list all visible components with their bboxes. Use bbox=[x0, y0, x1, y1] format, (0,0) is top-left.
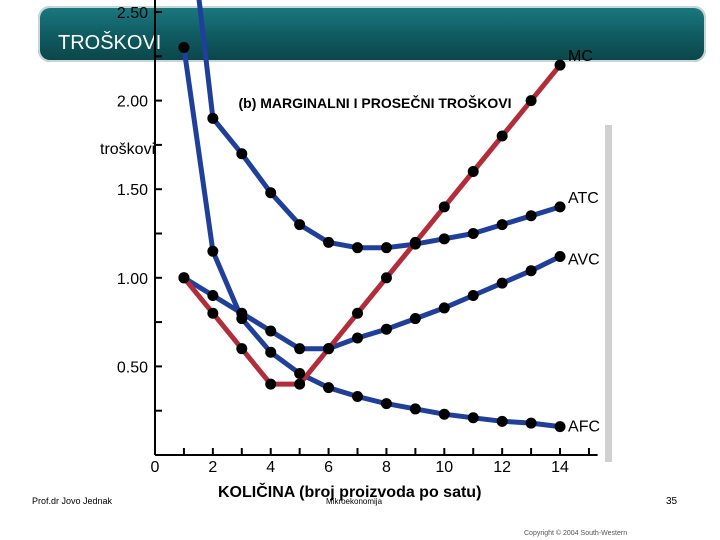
avc-label: AVC bbox=[568, 252, 600, 269]
afc-point bbox=[525, 417, 537, 429]
atc-point bbox=[265, 187, 277, 199]
x-axis-label: KOLIČINA (broj proizvoda po satu) bbox=[218, 484, 482, 501]
mc-point bbox=[207, 307, 219, 319]
x-tick-label: 8 bbox=[382, 459, 391, 476]
afc-point bbox=[380, 398, 392, 410]
atc-point bbox=[323, 236, 335, 248]
mc-point bbox=[554, 59, 566, 71]
atc-point bbox=[496, 219, 508, 231]
afc-point bbox=[409, 403, 421, 415]
afc-point bbox=[207, 245, 219, 257]
slide-title: TROŠKOVI bbox=[58, 32, 162, 54]
avc-point bbox=[207, 290, 219, 302]
avc-point bbox=[438, 302, 450, 314]
x-tick-label: 6 bbox=[324, 459, 333, 476]
mc-point bbox=[438, 201, 450, 213]
y-tick-label: 1.00 bbox=[117, 271, 148, 288]
afc-point bbox=[496, 415, 508, 427]
afc-point bbox=[467, 412, 479, 424]
mc-point bbox=[178, 272, 190, 284]
atc-label: ATC bbox=[568, 190, 599, 207]
afc-point bbox=[438, 408, 450, 420]
afc-point bbox=[294, 367, 306, 379]
mc-point bbox=[525, 95, 537, 107]
avc-point bbox=[525, 265, 537, 277]
x-tick-label: 14 bbox=[551, 459, 569, 476]
chart-title: (b) MARGINALNI I PROSEČNI TROŠKOVI bbox=[238, 95, 512, 111]
atc-point bbox=[294, 219, 306, 231]
avc-point bbox=[409, 313, 421, 325]
avc-point bbox=[294, 343, 306, 355]
x-tick-label: 0 bbox=[151, 459, 160, 476]
x-tick-label: 4 bbox=[266, 459, 275, 476]
mc-point bbox=[409, 236, 421, 248]
mc-point bbox=[352, 307, 364, 319]
mc-point bbox=[380, 272, 392, 284]
mc-point bbox=[323, 343, 335, 355]
mc-point bbox=[294, 378, 306, 390]
plot-shadow-right bbox=[605, 125, 612, 462]
plot-background bbox=[157, 125, 605, 462]
avc-point bbox=[265, 325, 277, 337]
y-tick-label: 1.50 bbox=[117, 182, 148, 199]
author-footer: Prof.dr Jovo Jednak bbox=[32, 496, 113, 506]
atc-point bbox=[207, 112, 219, 124]
afc-point bbox=[323, 382, 335, 394]
atc-point bbox=[380, 242, 392, 254]
afc-point bbox=[352, 391, 364, 403]
mc-point bbox=[236, 343, 248, 355]
avc-point bbox=[467, 290, 479, 302]
avc-point bbox=[496, 277, 508, 289]
atc-point bbox=[467, 228, 479, 239]
x-tick-label: 12 bbox=[493, 459, 511, 476]
copyright-footer: Copyright © 2004 South-Western bbox=[524, 530, 628, 537]
mc-point bbox=[496, 130, 508, 142]
atc-point bbox=[352, 242, 364, 254]
y-tick-label: 2.50 bbox=[117, 5, 148, 22]
x-tick-label: 10 bbox=[435, 459, 453, 476]
title-bar: TROŠKOVI bbox=[38, 6, 706, 62]
x-tick-label: 2 bbox=[208, 459, 217, 476]
avc-point bbox=[380, 323, 392, 335]
afc-point bbox=[265, 346, 277, 358]
afc-point bbox=[178, 41, 190, 53]
atc-point bbox=[236, 148, 248, 160]
mc-line bbox=[181, 62, 563, 387]
series-group bbox=[178, 0, 566, 433]
mc-point bbox=[467, 165, 479, 177]
y-tick-label: 0.50 bbox=[117, 359, 148, 376]
avc-point bbox=[554, 251, 566, 263]
page-number: 35 bbox=[666, 496, 678, 507]
course-footer: Mikroekonomija bbox=[326, 497, 383, 506]
y-axis-label: troškovi bbox=[100, 141, 156, 158]
avc-point bbox=[236, 307, 248, 319]
mc-point bbox=[265, 378, 277, 390]
afc-point bbox=[554, 421, 566, 433]
mc-label: MC bbox=[568, 48, 593, 65]
atc-point bbox=[438, 233, 450, 245]
y-tick-label: 2.00 bbox=[117, 94, 148, 111]
series-labels: MC ATC AVC AFC bbox=[568, 48, 600, 435]
atc-point bbox=[554, 201, 566, 213]
atc-point bbox=[525, 210, 537, 222]
afc-label: AFC bbox=[568, 419, 600, 436]
avc-point bbox=[352, 332, 364, 344]
